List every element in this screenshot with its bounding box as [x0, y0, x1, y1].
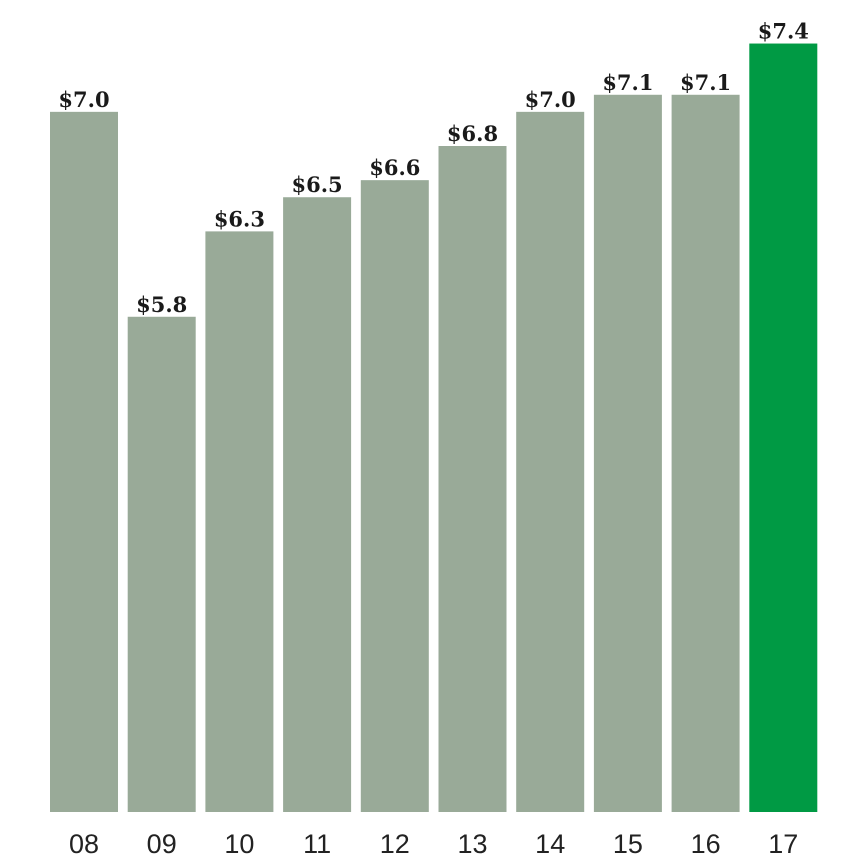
x-tick-label: 10	[224, 829, 254, 859]
bar	[360, 180, 429, 813]
x-tick-label: 11	[303, 829, 331, 859]
value-label: $6.5	[292, 172, 343, 197]
bar	[593, 94, 662, 813]
x-tick-label: 15	[613, 829, 643, 859]
x-tick-label: 17	[768, 829, 798, 859]
value-label: $7.1	[680, 70, 731, 95]
value-label: $7.1	[602, 70, 653, 95]
bar	[438, 146, 507, 812]
x-tick-label: 08	[69, 829, 99, 859]
bar	[50, 111, 118, 813]
x-tick-label: 12	[380, 829, 410, 859]
x-tick-label: 13	[457, 829, 487, 859]
value-label: $6.8	[447, 121, 498, 146]
value-label: $6.6	[369, 155, 420, 180]
x-tick-label: 09	[147, 829, 177, 859]
value-label: $7.0	[525, 87, 576, 112]
bar	[749, 43, 818, 813]
bar	[205, 231, 274, 812]
x-tick-label: 14	[535, 829, 565, 859]
bar	[516, 111, 585, 813]
value-label: $5.8	[136, 292, 187, 317]
x-tick-label: 16	[691, 829, 721, 859]
bar	[283, 197, 352, 812]
bar	[127, 316, 196, 812]
bar	[671, 94, 740, 813]
value-label: $7.4	[758, 19, 809, 44]
value-label: $6.3	[214, 206, 265, 231]
value-label: $7.0	[58, 87, 109, 112]
